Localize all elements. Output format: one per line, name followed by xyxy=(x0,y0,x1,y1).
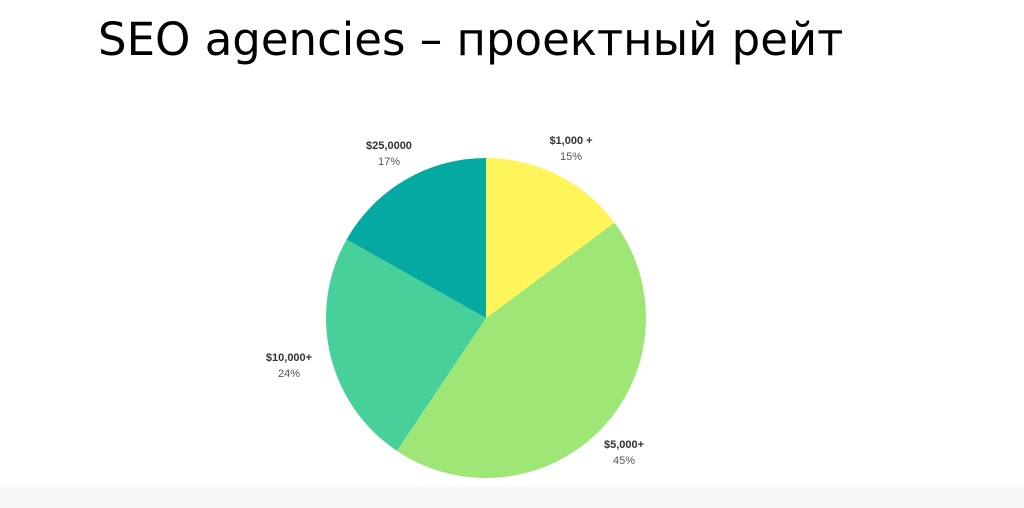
pie-slice xyxy=(346,158,486,318)
slice-value-label: 24% xyxy=(278,368,300,380)
pie-slice xyxy=(486,158,615,318)
slice-value-label: 45% xyxy=(613,455,635,467)
slice-label: $10,000+ xyxy=(266,352,312,364)
pie-slices xyxy=(325,158,646,478)
slice-value-label: 15% xyxy=(560,151,582,163)
pie-slice xyxy=(396,222,646,478)
slice-label: $25,0000 xyxy=(366,140,412,152)
slice-label: $5,000+ xyxy=(604,439,644,451)
pie-slice xyxy=(325,239,486,451)
slice-label: $1,000 + xyxy=(549,135,592,147)
bottom-band xyxy=(0,487,1024,508)
pie-labels: $1,000 + 15% $5,000+ 45% $10,000+ 24% $25,0000… xyxy=(266,135,644,467)
slide-title: SEO agencies – проектный рейт xyxy=(98,13,844,66)
slice-value-label: 17% xyxy=(378,156,400,168)
